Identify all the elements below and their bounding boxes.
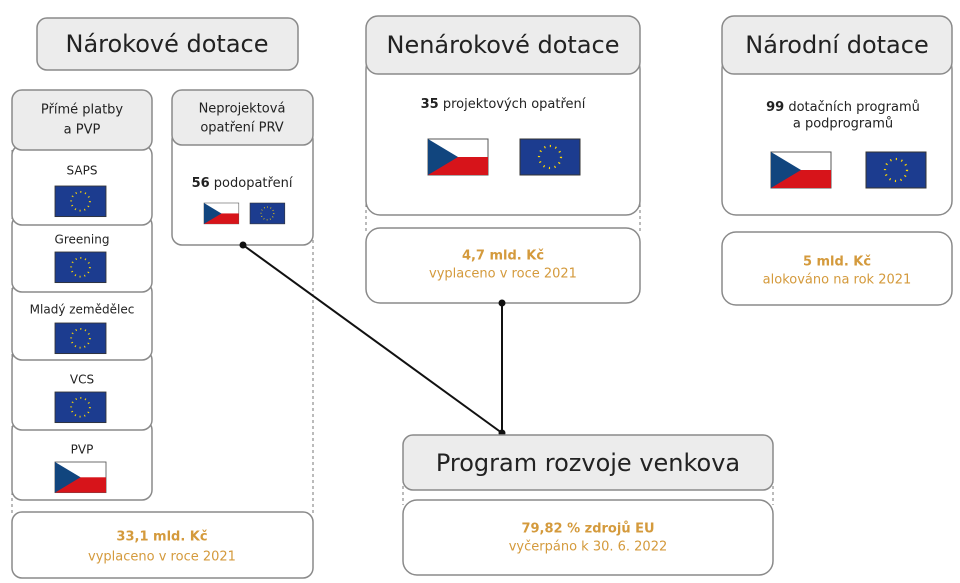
item-label: Greening [55, 233, 110, 247]
item-label: PVP [71, 443, 94, 457]
connector-dot [239, 241, 247, 249]
count: 35 [421, 97, 439, 112]
count: 99 [766, 100, 784, 115]
connector [242, 244, 503, 434]
count-label: projektových opatření [443, 97, 586, 112]
cz-flag [203, 202, 240, 225]
item-label: VCS [70, 373, 94, 387]
count-text: 99 dotačních programů [766, 100, 920, 115]
header-title: opatření PRV [200, 121, 283, 136]
amount-note: vyčerpáno k 30. 6. 2022 [509, 540, 668, 555]
count: 56 [192, 176, 210, 191]
count-label: a podprogramů [793, 117, 893, 132]
header-title: Nárokové dotace [65, 30, 268, 58]
eu-flag [54, 322, 107, 355]
header-title: Program rozvoje venkova [436, 449, 740, 477]
item-label: SAPS [67, 164, 98, 178]
header-box [721, 15, 953, 75]
header-title: Národní dotace [745, 31, 928, 59]
amount-note: vyplaceno v roce 2021 [88, 550, 236, 565]
cz-flag [427, 138, 489, 176]
header-title: Neprojektová [199, 102, 286, 117]
item-label: Mladý zemědělec [30, 303, 135, 317]
header-title: a PVP [64, 123, 101, 138]
count-text: 56 podopatření [192, 176, 293, 191]
eu-flag [518, 137, 582, 177]
header-box [365, 15, 641, 75]
amount-box [721, 231, 953, 306]
eu-flag [54, 185, 107, 218]
eu-flag [54, 391, 107, 424]
cz-flag [770, 151, 832, 189]
header-box [11, 89, 153, 151]
header-box [171, 89, 314, 146]
count-label: podopatření [214, 176, 293, 191]
eu-flag [54, 251, 107, 284]
amount: 79,82 % zdrojů EU [521, 522, 654, 537]
amount-note: alokováno na rok 2021 [763, 273, 912, 288]
amount: 5 mld. Kč [803, 255, 871, 270]
connector-dot [498, 299, 506, 307]
header-title: Přímé platby [41, 103, 124, 118]
amount-box [11, 511, 314, 579]
amount-note: vyplaceno v roce 2021 [429, 267, 577, 282]
body-box [721, 54, 953, 216]
amount-box [365, 227, 641, 304]
eu-flag [864, 150, 928, 190]
eu-flag [249, 202, 286, 225]
amount: 33,1 mld. Kč [116, 530, 207, 545]
cz-flag [54, 461, 107, 494]
amount-box [402, 499, 774, 576]
count-label: dotačních programů [788, 100, 920, 115]
header-box [36, 17, 299, 71]
count-text: 35 projektových opatření [421, 97, 586, 112]
header-box [402, 434, 774, 491]
amount: 4,7 mld. Kč [462, 249, 544, 264]
header-title: Nenárokové dotace [387, 31, 620, 59]
body-box [365, 54, 641, 216]
